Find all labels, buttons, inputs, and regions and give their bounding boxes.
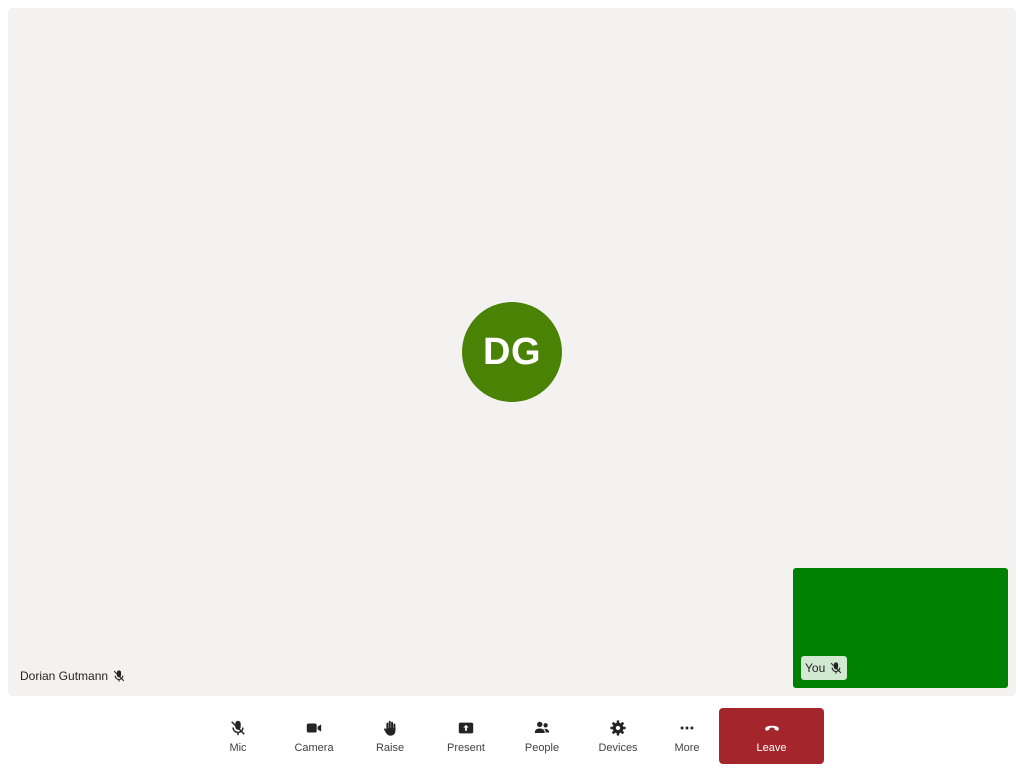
self-view-tile[interactable]: You xyxy=(793,568,1008,688)
leave-button[interactable]: Leave xyxy=(719,708,824,764)
leave-button-label: Leave xyxy=(756,742,787,754)
mic-button[interactable]: Mic xyxy=(206,708,270,764)
participant-name-text: Dorian Gutmann xyxy=(20,669,109,683)
more-button[interactable]: More xyxy=(655,708,719,764)
hang-up-icon xyxy=(762,718,782,738)
video-camera-icon xyxy=(304,718,324,738)
gear-icon xyxy=(608,718,628,738)
meeting-toolbar: Mic Camera Raise xyxy=(0,704,1024,768)
devices-button[interactable]: Devices xyxy=(586,708,650,764)
camera-button[interactable]: Camera xyxy=(282,708,346,764)
mic-off-icon xyxy=(112,669,126,683)
more-dots-icon xyxy=(677,718,697,738)
people-icon xyxy=(532,718,552,738)
mic-off-icon xyxy=(829,661,843,675)
people-button-label: People xyxy=(524,742,560,754)
self-view-label: You xyxy=(801,656,848,680)
present-button-label: Present xyxy=(447,742,485,754)
share-screen-icon xyxy=(456,718,476,738)
mic-button-label: Mic xyxy=(229,742,247,754)
more-button-label: More xyxy=(674,742,700,754)
mic-off-icon xyxy=(228,718,248,738)
meeting-stage: DG Dorian Gutmann xyxy=(8,8,1016,696)
hand-icon xyxy=(380,718,400,738)
raise-hand-button[interactable]: Raise xyxy=(358,708,422,764)
camera-button-label: Camera xyxy=(294,742,334,754)
devices-button-label: Devices xyxy=(598,742,638,754)
present-button[interactable]: Present xyxy=(434,708,498,764)
self-view-name: You xyxy=(805,661,826,675)
raise-hand-label: Raise xyxy=(375,742,405,754)
participant-avatar: DG xyxy=(462,302,562,402)
people-button[interactable]: People xyxy=(510,708,574,764)
participant-name-label: Dorian Gutmann xyxy=(20,668,126,684)
participant-initials: DG xyxy=(483,330,541,373)
